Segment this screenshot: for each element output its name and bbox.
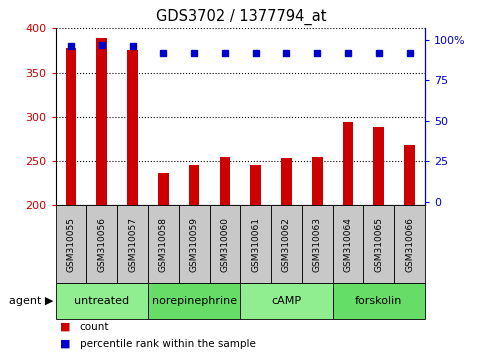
Bar xyxy=(179,205,210,283)
Bar xyxy=(250,166,261,205)
Bar xyxy=(271,205,302,283)
Text: cAMP: cAMP xyxy=(271,296,301,306)
Bar xyxy=(312,156,323,205)
Bar xyxy=(364,205,394,283)
Text: GSM310066: GSM310066 xyxy=(405,217,414,272)
Bar xyxy=(210,205,240,283)
Text: percentile rank within the sample: percentile rank within the sample xyxy=(80,339,256,349)
Text: untreated: untreated xyxy=(74,296,129,306)
Text: GSM310055: GSM310055 xyxy=(67,217,75,272)
Text: GSM310061: GSM310061 xyxy=(251,217,260,272)
Text: count: count xyxy=(80,322,109,332)
Text: GSM310057: GSM310057 xyxy=(128,217,137,272)
Bar xyxy=(219,156,230,205)
Bar xyxy=(189,166,199,205)
Bar xyxy=(66,48,76,205)
Text: ■: ■ xyxy=(60,339,71,349)
Bar xyxy=(117,205,148,283)
Text: norepinephrine: norepinephrine xyxy=(152,296,237,306)
Text: GSM310065: GSM310065 xyxy=(374,217,384,272)
Bar xyxy=(342,122,354,205)
Bar xyxy=(281,159,292,205)
Bar xyxy=(333,283,425,319)
Bar xyxy=(96,38,107,205)
Bar xyxy=(404,145,415,205)
Bar xyxy=(394,205,425,283)
Bar xyxy=(148,283,241,319)
Bar xyxy=(158,173,169,205)
Text: agent ▶: agent ▶ xyxy=(9,296,53,306)
Text: GDS3702 / 1377794_at: GDS3702 / 1377794_at xyxy=(156,9,327,25)
Bar xyxy=(127,50,138,205)
Bar xyxy=(302,205,333,283)
Bar xyxy=(148,205,179,283)
Text: GSM310059: GSM310059 xyxy=(190,217,199,272)
Bar xyxy=(333,205,364,283)
Text: GSM310064: GSM310064 xyxy=(343,217,353,272)
Text: ■: ■ xyxy=(60,322,71,332)
Text: GSM310058: GSM310058 xyxy=(159,217,168,272)
Bar xyxy=(240,205,271,283)
Text: GSM310062: GSM310062 xyxy=(282,217,291,272)
Text: GSM310063: GSM310063 xyxy=(313,217,322,272)
Bar xyxy=(86,205,117,283)
Text: GSM310060: GSM310060 xyxy=(220,217,229,272)
Bar xyxy=(56,205,86,283)
Text: GSM310056: GSM310056 xyxy=(97,217,106,272)
Text: forskolin: forskolin xyxy=(355,296,402,306)
Bar xyxy=(240,283,333,319)
Bar xyxy=(56,283,148,319)
Bar xyxy=(373,127,384,205)
